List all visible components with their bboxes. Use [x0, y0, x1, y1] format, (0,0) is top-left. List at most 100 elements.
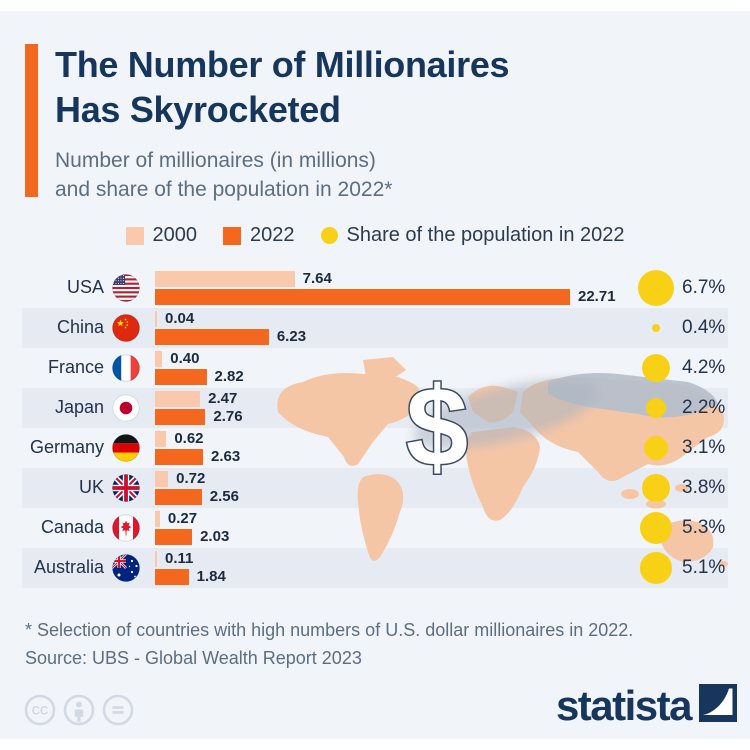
row-band-china [22, 308, 728, 348]
bar-2022 [155, 289, 570, 305]
value-label-2022: 2.76 [213, 408, 243, 425]
nd-icon[interactable] [102, 694, 134, 731]
country-label: Australia [33, 557, 104, 577]
bar-2000 [155, 311, 157, 327]
de-flag-icon [112, 434, 140, 462]
value-label-2022: 2.03 [200, 528, 230, 545]
legend-item-2022: 2022 [223, 224, 295, 247]
share-label: 3.8% [682, 477, 726, 498]
bar-2000 [155, 271, 295, 287]
au-flag-icon [112, 554, 140, 582]
value-label-2022: 2.63 [211, 448, 241, 465]
legend-swatch-share [320, 227, 338, 244]
country-label: UK [78, 477, 104, 497]
row-france: France 0.40 2.82 4.2% [0, 348, 750, 388]
share-bubble [640, 552, 672, 584]
country-label: Canada [40, 517, 104, 537]
value-label-2000: 0.27 [167, 510, 198, 527]
bar-2022 [155, 569, 189, 585]
row-china: China 0.04 6.23 0.4% [0, 308, 750, 348]
bar-2000 [155, 351, 163, 367]
legend-label-2022: 2022 [250, 224, 295, 246]
bar-2022 [155, 409, 206, 425]
share-bubble [639, 511, 673, 545]
bar-chart: $ USA 7.64 22.71 6.7% China 0.04 6.23 0.… [0, 268, 750, 588]
legend-label-2000: 2000 [152, 224, 198, 246]
value-label-2022: 2.82 [214, 368, 244, 385]
legend-swatch-2022 [223, 226, 241, 245]
share-label: 6.7% [682, 277, 726, 298]
ca-flag-icon [112, 514, 140, 542]
share-label: 0.4% [682, 317, 726, 338]
legend-item-2000: 2000 [125, 224, 198, 247]
value-label-2000: 0.11 [165, 550, 194, 567]
bar-2000 [155, 471, 169, 487]
dollar-sign-graphic: $ [406, 364, 468, 489]
statista-logo[interactable]: statista [556, 684, 737, 727]
share-bubble [641, 353, 671, 383]
share-bubble [642, 474, 670, 502]
country-label: Germany [29, 437, 104, 457]
dollar-shadow [413, 379, 599, 449]
attribution-icon[interactable] [63, 694, 95, 731]
bar-2000 [155, 431, 167, 447]
value-label-2000: 0.04 [165, 310, 195, 327]
chart-rows: USA 7.64 22.71 6.7% China 0.04 6.23 0.4%… [0, 268, 750, 588]
row-usa: USA 7.64 22.71 6.7% [0, 268, 750, 308]
value-label-2022: 6.23 [276, 328, 307, 345]
value-label-2022: 1.84 [196, 568, 226, 585]
footnote: * Selection of countries with high numbe… [25, 616, 725, 672]
row-australia: Australia 0.11 1.84 5.1% [0, 548, 750, 588]
license-icons: CC [24, 694, 134, 731]
bar-2022 [155, 449, 204, 465]
row-japan: Japan 2.47 2.76 2.2% [0, 388, 750, 428]
country-label: USA [66, 277, 104, 297]
title-line-1: The Number of Millionaires [55, 44, 510, 85]
fr-flag-icon [112, 354, 140, 382]
bar-2022 [155, 489, 202, 505]
bar-2000 [155, 511, 160, 527]
country-label: France [47, 357, 104, 377]
chart-legend: 2000 2022 Share of the population in 202… [0, 224, 750, 247]
share-bubble [651, 323, 661, 333]
page-title: The Number of Millionaires Has Skyrocket… [55, 42, 655, 132]
gb-flag-icon [112, 474, 140, 502]
svg-text:CC: CC [32, 706, 49, 718]
country-label: Japan [54, 397, 104, 417]
value-label-2022: 22.71 [578, 288, 616, 305]
row-canada: Canada 0.27 2.03 5.3% [0, 508, 750, 548]
statista-logo-icon [699, 684, 737, 727]
share-bubble [645, 397, 667, 419]
value-label-2000: 0.72 [176, 470, 206, 487]
row-germany: Germany 0.62 2.63 3.1% [0, 428, 750, 468]
subtitle-line-2: and share of the population in 2022* [55, 178, 393, 201]
bar-2000 [155, 391, 201, 407]
share-label: 5.1% [682, 557, 726, 578]
value-label-2000: 0.40 [170, 350, 200, 367]
share-bubble [637, 269, 675, 307]
bar-2000 [155, 551, 157, 567]
share-label: 5.3% [682, 517, 726, 538]
cc-icon[interactable]: CC [24, 694, 56, 731]
world-map-graphic: $ [268, 352, 740, 588]
country-label: China [56, 317, 104, 337]
footnote-line-1: * Selection of countries with high numbe… [25, 620, 634, 640]
jp-flag-icon [112, 394, 140, 422]
share-bubble [643, 435, 669, 461]
share-label: 4.2% [682, 357, 726, 378]
title-line-2: Has Skyrocketed [55, 89, 341, 130]
value-label-2000: 7.64 [302, 270, 332, 287]
legend-swatch-2000 [125, 226, 144, 245]
bar-2022 [155, 529, 193, 545]
legend-label-share: Share of the population in 2022 [346, 224, 625, 246]
cn-flag-icon [112, 314, 140, 342]
title-accent-bar [25, 44, 38, 197]
share-label: 2.2% [682, 397, 726, 418]
legend-item-share: Share of the population in 2022 [320, 224, 625, 247]
row-uk: UK 0.72 2.56 3.8% [0, 468, 750, 508]
value-label-2000: 0.62 [174, 430, 204, 447]
bar-2022 [155, 369, 207, 385]
value-label-2022: 2.56 [209, 488, 239, 505]
value-label-2000: 2.47 [208, 390, 238, 407]
